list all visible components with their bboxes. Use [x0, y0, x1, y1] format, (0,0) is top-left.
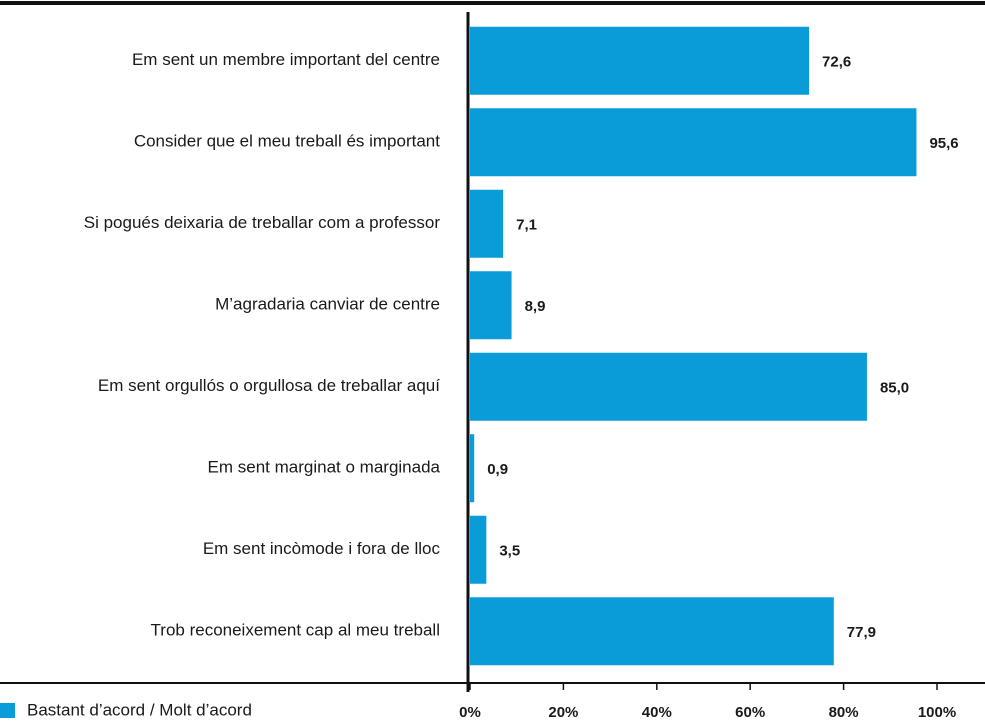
- x-tick-label: 0%: [459, 704, 481, 721]
- category-label: Em sent orgullós o orgullosa de treballa…: [98, 376, 440, 395]
- category-label: Em sent incòmode i fora de lloc: [203, 539, 441, 558]
- category-label: Em sent marginat o marginada: [208, 458, 441, 477]
- value-label: 95,6: [929, 135, 958, 152]
- bar: [470, 515, 487, 584]
- bar: [470, 108, 917, 177]
- bar: [470, 597, 834, 666]
- category-label: Consider que el meu treball és important: [134, 132, 440, 151]
- value-label: 77,9: [847, 624, 876, 641]
- category-label: Si pogués deixaria de treballar com a pr…: [84, 213, 441, 232]
- bar: [470, 434, 475, 503]
- value-label: 8,9: [525, 298, 546, 315]
- x-tick-label: 40%: [642, 704, 672, 721]
- value-label: 7,1: [516, 217, 537, 234]
- value-label: 0,9: [487, 461, 508, 478]
- value-label: 85,0: [880, 380, 909, 397]
- x-tick-label: 20%: [548, 704, 578, 721]
- value-label: 3,5: [499, 543, 520, 560]
- x-tick-label: 80%: [829, 704, 859, 721]
- x-tick-label: 100%: [918, 704, 956, 721]
- legend-swatch: [0, 703, 15, 718]
- bar: [470, 189, 504, 258]
- legend-label: Bastant d’acord / Molt d’acord: [27, 700, 252, 719]
- bar: [470, 26, 810, 95]
- bar: [470, 352, 867, 421]
- x-tick-label: 60%: [735, 704, 765, 721]
- category-label: Em sent un membre important del centre: [132, 50, 440, 69]
- category-label: Trob reconeixement cap al meu treball: [151, 621, 440, 640]
- category-label: M’agradaria canviar de centre: [215, 295, 440, 314]
- value-label: 72,6: [822, 54, 851, 71]
- bar: [470, 271, 512, 340]
